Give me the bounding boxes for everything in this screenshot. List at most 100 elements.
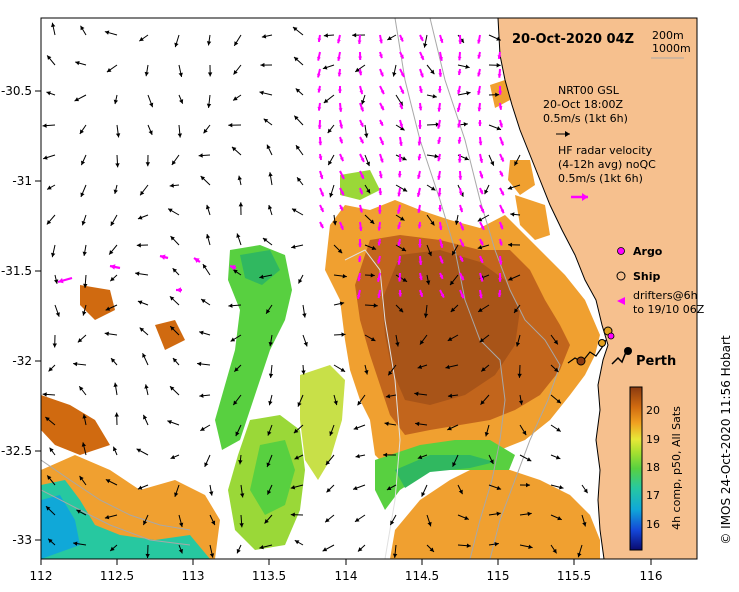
- hf-arrow-head: [440, 293, 444, 298]
- gsl-arrow-head: [323, 33, 328, 38]
- hf-arrow-head: [339, 139, 343, 144]
- gsl-arrow-head: [51, 252, 56, 258]
- hf-arrow-head: [379, 72, 384, 77]
- gsl-arrow-head: [421, 492, 426, 497]
- hf-arrow-head: [437, 140, 442, 144]
- colorbar-tick: 17: [646, 489, 660, 502]
- hf-arrow-head: [457, 123, 462, 128]
- hf-arrow-head: [460, 242, 464, 247]
- map-frame: [40, 17, 698, 560]
- hf-arrow-head: [58, 277, 64, 284]
- hf-arrow-head: [499, 225, 504, 230]
- gsl-arrow-head: [137, 215, 143, 220]
- gsl-arrow-head: [42, 123, 47, 128]
- hf-arrow-head: [318, 156, 323, 160]
- gsl-arrow-head: [450, 307, 456, 312]
- hf-arrow-head: [479, 190, 484, 195]
- x-tick-label: 113: [182, 569, 205, 583]
- gsl-arrow-head: [369, 219, 375, 224]
- hf-arrow-head: [500, 141, 504, 146]
- hf-arrow-head: [418, 276, 423, 281]
- hf-arrow-head: [337, 56, 341, 61]
- gsl-arrow-head: [135, 271, 140, 276]
- gsl-arrow-head: [238, 460, 243, 465]
- gsl-arrow-head: [48, 538, 53, 544]
- gsl-arrow-head: [46, 219, 52, 225]
- gsl-arrow-head: [370, 337, 376, 341]
- gsl-arrow-head: [527, 511, 532, 517]
- gsl-arrow-head: [45, 416, 50, 422]
- gsl-arrow-head: [172, 268, 177, 273]
- gsl-arrow-head: [298, 278, 303, 284]
- hf-arrow-head: [320, 207, 324, 212]
- gsl-arrow-head: [423, 313, 429, 318]
- gsl-arrow-head: [267, 205, 273, 210]
- gsl-arrow-head: [144, 71, 149, 77]
- gsl-arrow-head: [197, 361, 202, 367]
- colorbar-tick: 19: [646, 433, 660, 446]
- hf-arrow-head: [420, 55, 424, 60]
- gsl-arrow-head: [169, 386, 175, 391]
- gsl-arrow-head: [402, 187, 408, 192]
- gsl-arrow-head: [75, 60, 80, 66]
- gsl-arrow-head: [366, 188, 371, 194]
- hf-arrow-head: [439, 274, 443, 279]
- hf-arrow-head: [418, 261, 423, 265]
- y-axis-ticks: [35, 90, 41, 541]
- gsl-arrow-head: [178, 548, 183, 554]
- hf-arrow-head: [480, 208, 485, 213]
- gsl-arrow-head: [507, 185, 513, 190]
- gsl-arrow-head: [325, 518, 330, 523]
- gsl-arrow-head: [136, 243, 141, 248]
- gsl-arrow-head: [384, 421, 389, 426]
- hf-arrow-head: [399, 37, 404, 42]
- hf-radar-legend: HF radar velocity (4-12h avg) noQC 0.5m/…: [558, 144, 656, 201]
- gsl-arrow-head: [427, 521, 432, 527]
- gsl-arrow-head: [170, 326, 175, 331]
- gsl-arrow-head: [266, 144, 271, 150]
- gsl-arrow-head: [582, 521, 587, 527]
- gsl-arrow-head: [83, 283, 88, 288]
- hf-arrow-head: [399, 123, 404, 128]
- gsl-arrow-head: [113, 99, 119, 105]
- gsl-arrow-head: [340, 367, 346, 372]
- gsl-arrow-head: [77, 338, 83, 343]
- gsl-arrow-head: [329, 431, 334, 436]
- gsl-arrow-head: [355, 67, 360, 72]
- gsl-arrow-head: [323, 98, 329, 103]
- gsl-arrow-head: [148, 130, 153, 135]
- gsl-arrow-head: [137, 300, 143, 305]
- gsl-arrow-head: [143, 520, 148, 526]
- gsl-arrow-head: [415, 421, 420, 427]
- gsl-arrow-head: [169, 183, 174, 188]
- hf-arrow-head: [479, 174, 484, 179]
- gsl-arrow-head: [552, 548, 557, 554]
- hf-arrow-head: [417, 141, 422, 146]
- hf-arrow-head: [379, 39, 383, 44]
- gsl-arrow-head: [365, 161, 370, 167]
- gsl-arrow-head: [425, 280, 431, 285]
- gsl-arrow-head: [80, 25, 85, 31]
- gsl-arrow-head: [145, 162, 151, 167]
- gsl-arrow-head: [496, 485, 502, 491]
- gsl-arrow-head: [577, 552, 582, 558]
- gsl-arrow-head: [82, 251, 87, 256]
- hf-arrow-head: [377, 210, 382, 214]
- colorbar-tick: 16: [646, 518, 660, 531]
- gsl-arrow-head: [167, 420, 172, 425]
- hf-arrow-head: [477, 39, 481, 44]
- gsl-arrow-head: [479, 338, 485, 343]
- gsl-arrow-head: [392, 72, 397, 77]
- colorbar-tick: 20: [646, 404, 660, 417]
- gsl-arrow-head: [477, 217, 483, 222]
- gsl-arrow-head: [200, 176, 206, 181]
- gsl-arrow-head: [484, 189, 489, 195]
- gsl-arrow-head: [260, 62, 265, 68]
- gsl-arrow-head: [477, 245, 483, 250]
- gsl-arrow-head: [518, 400, 524, 405]
- hf-arrow-head: [339, 206, 343, 211]
- gsl-arrow-head: [427, 251, 432, 257]
- gsl-arrow-head: [81, 220, 86, 226]
- hf-arrow-head: [339, 225, 344, 230]
- gsl-arrow-head: [489, 459, 494, 464]
